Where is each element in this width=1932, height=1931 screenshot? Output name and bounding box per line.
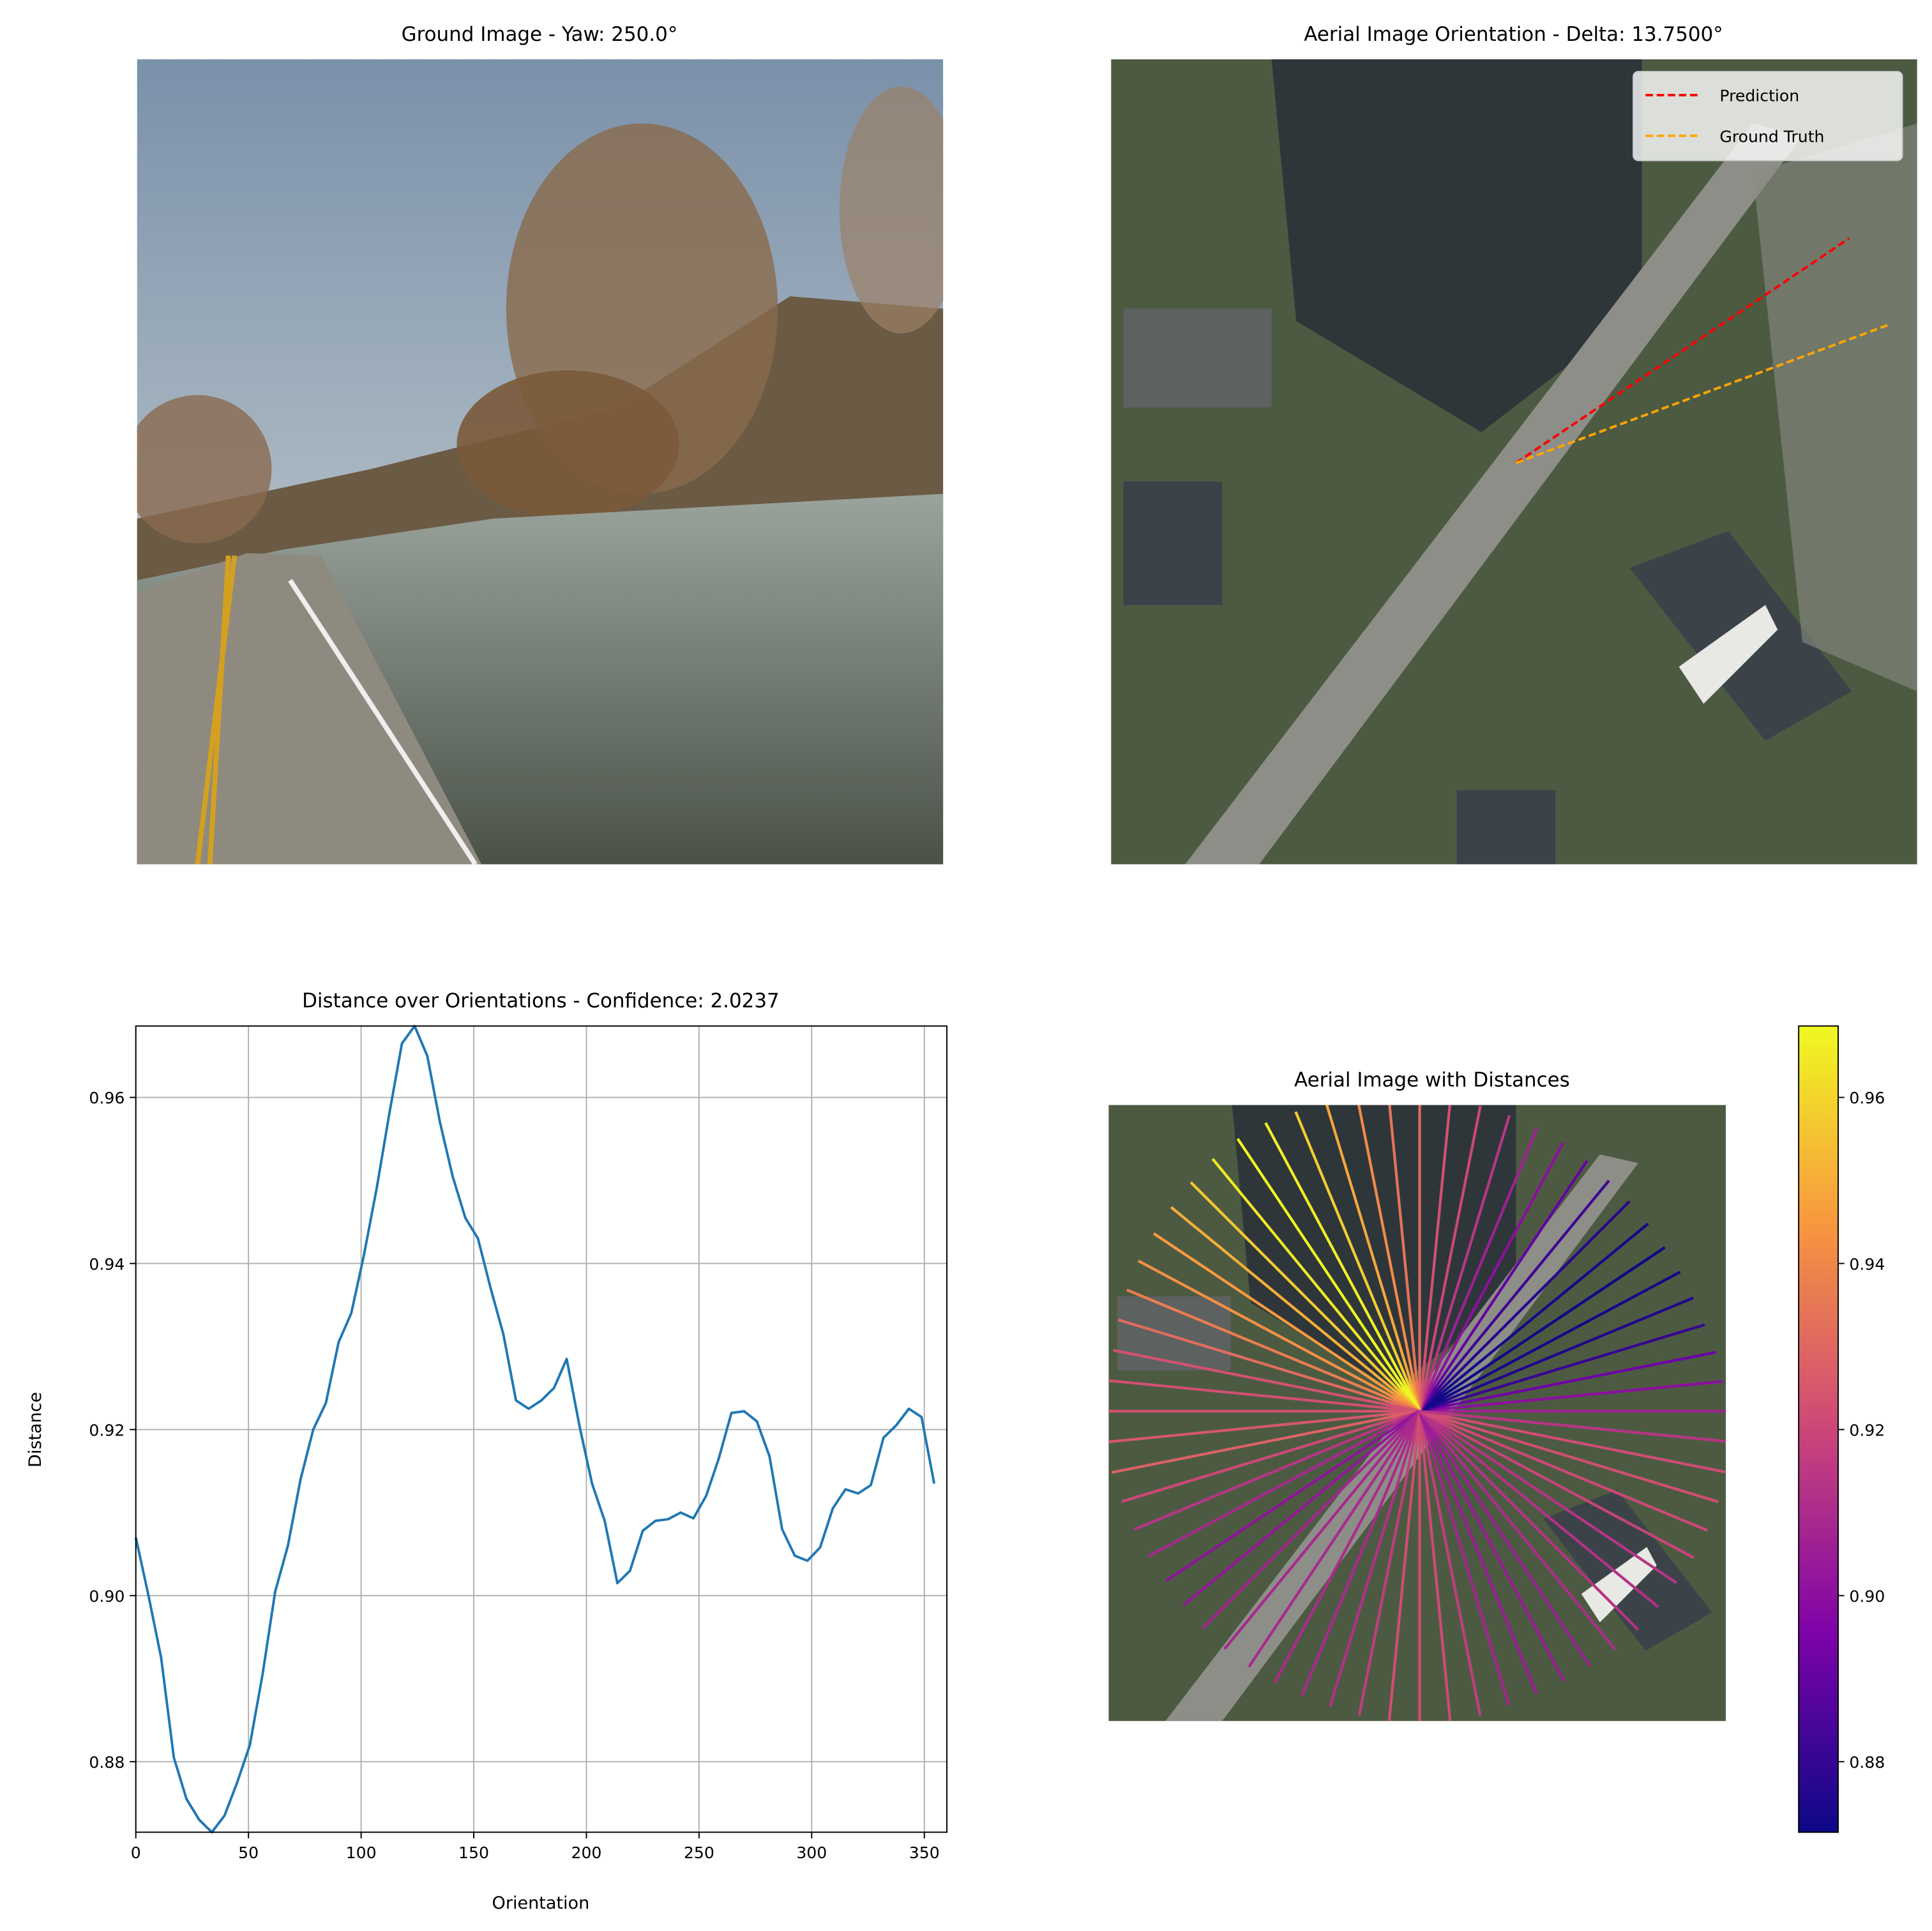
ray xyxy=(1108,1379,1420,1413)
ray xyxy=(1264,1122,1421,1412)
ray xyxy=(1294,1111,1421,1412)
ray xyxy=(1137,1259,1421,1412)
legend-label: Prediction xyxy=(1719,87,1799,105)
ray xyxy=(1236,1138,1421,1412)
y-tick-label: 0.94 xyxy=(89,1255,125,1273)
ray xyxy=(1419,1409,1726,1443)
ray xyxy=(1182,1410,1421,1607)
ray xyxy=(1121,1409,1421,1503)
colorbar-tick-label: 0.96 xyxy=(1849,1089,1885,1107)
ray xyxy=(1418,1410,1591,1667)
ray xyxy=(1357,1105,1421,1412)
aerial-photo xyxy=(1111,59,1917,865)
ray xyxy=(1329,1411,1421,1707)
ray xyxy=(1152,1232,1421,1412)
ray xyxy=(1189,1181,1421,1412)
ray xyxy=(1418,1410,1617,1651)
ray xyxy=(1418,1410,1566,1682)
ray xyxy=(1301,1411,1421,1696)
ray xyxy=(1133,1410,1421,1531)
ray xyxy=(1419,1410,1678,1584)
rays xyxy=(1108,1105,1726,1722)
ray xyxy=(1113,1349,1420,1413)
ray xyxy=(1117,1318,1421,1413)
ray xyxy=(1419,1409,1719,1503)
y-tick-label: 0.96 xyxy=(89,1089,125,1107)
ray xyxy=(1201,1410,1421,1630)
ray xyxy=(1419,1380,1723,1413)
ray xyxy=(1419,1351,1716,1413)
ray xyxy=(1419,1410,1659,1609)
ray xyxy=(1248,1410,1421,1668)
colorbar-tick-label: 0.94 xyxy=(1849,1255,1885,1273)
y-axis-label: Distance xyxy=(26,1392,45,1467)
direction-line xyxy=(1515,237,1850,464)
y-tick-label: 0.90 xyxy=(89,1587,125,1605)
ray xyxy=(1418,1105,1482,1412)
x-tick-label: 100 xyxy=(346,1844,377,1862)
x-tick-label: 300 xyxy=(796,1844,827,1862)
colorbar-tick-label: 0.88 xyxy=(1849,1753,1885,1771)
line xyxy=(134,1024,936,1834)
x-tick-label: 150 xyxy=(458,1844,489,1862)
y-tick-label: 0.92 xyxy=(89,1421,125,1439)
ray xyxy=(1418,1160,1589,1412)
ray xyxy=(1419,1246,1666,1412)
colorbar-tick-label: 0.90 xyxy=(1849,1587,1885,1605)
x-axis-label: Orientation xyxy=(492,1893,590,1913)
x-tick-label: 250 xyxy=(684,1844,714,1862)
ray xyxy=(1419,1410,1694,1559)
ray xyxy=(1418,1115,1511,1412)
ray xyxy=(1419,1323,1705,1413)
y-tick-label: 0.88 xyxy=(89,1753,125,1771)
ray xyxy=(1325,1105,1421,1412)
ray xyxy=(1223,1410,1421,1650)
ray xyxy=(1147,1410,1421,1557)
ray xyxy=(1418,1142,1565,1412)
ground-photo xyxy=(137,59,944,865)
ray xyxy=(1357,1411,1421,1716)
ray xyxy=(1418,1127,1539,1412)
ray xyxy=(1126,1289,1421,1412)
ray xyxy=(1419,1271,1681,1412)
ray xyxy=(1419,1410,1640,1631)
ray xyxy=(1388,1105,1421,1412)
ray xyxy=(1418,1105,1451,1412)
x-tick-label: 0 xyxy=(131,1844,141,1862)
ray xyxy=(1418,1411,1452,1722)
x-tick-label: 200 xyxy=(571,1844,601,1862)
ray xyxy=(1419,1222,1649,1412)
ray xyxy=(1419,1410,1708,1532)
ray xyxy=(1387,1411,1421,1722)
x-tick-label: 350 xyxy=(909,1844,940,1862)
x-tick-label: 50 xyxy=(238,1844,259,1862)
legend-box xyxy=(1633,71,1903,162)
chart-title: Ground Image - Yaw: 250.0° xyxy=(402,23,678,46)
chart-title: Aerial Image Orientation - Delta: 13.750… xyxy=(1304,23,1723,46)
ray xyxy=(1108,1409,1420,1444)
plot-frame xyxy=(135,1025,947,1833)
ray xyxy=(1419,1296,1694,1412)
legend-label: Ground Truth xyxy=(1719,127,1824,146)
ray xyxy=(1165,1410,1421,1582)
ray xyxy=(1170,1206,1421,1412)
ray xyxy=(1418,1411,1482,1716)
colorbar-tick-label: 0.92 xyxy=(1849,1421,1885,1439)
chart-title: Distance over Orientations - Confidence:… xyxy=(302,990,780,1013)
ray xyxy=(1418,1411,1511,1706)
colorbar xyxy=(1798,1025,1839,1833)
ray xyxy=(1273,1410,1421,1684)
ray xyxy=(1111,1409,1420,1474)
ray xyxy=(1419,1200,1631,1412)
ray xyxy=(1418,1179,1610,1412)
ray xyxy=(1211,1158,1421,1412)
chart-title: Aerial Image with Distances xyxy=(1294,1068,1570,1091)
ray xyxy=(1419,1409,1726,1474)
ray xyxy=(1418,1411,1538,1695)
